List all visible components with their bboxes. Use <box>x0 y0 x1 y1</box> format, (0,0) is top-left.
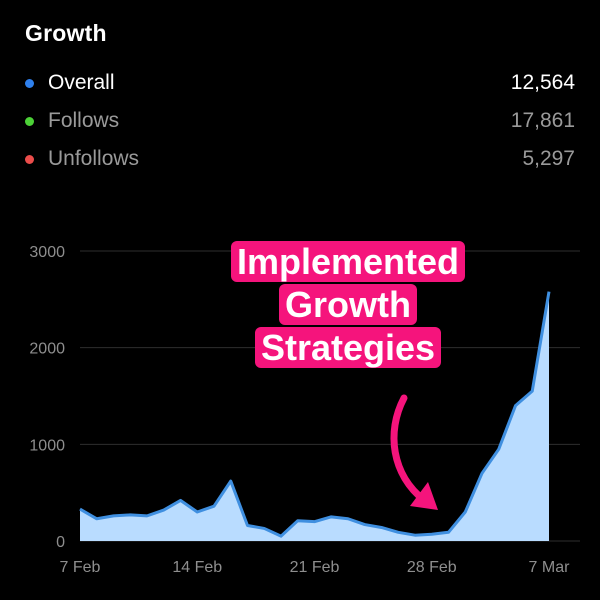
data-point[interactable] <box>378 523 386 531</box>
data-point[interactable] <box>93 515 101 523</box>
data-point[interactable] <box>160 506 168 514</box>
annotation-callout: Implemented Growth Strategies <box>230 240 466 369</box>
x-tick-label: 21 Feb <box>290 559 340 576</box>
x-tick-label: 14 Feb <box>172 559 222 576</box>
data-point[interactable] <box>512 402 520 410</box>
data-point[interactable] <box>545 288 553 296</box>
data-point[interactable] <box>495 445 503 453</box>
data-point[interactable] <box>277 532 285 540</box>
page-title: Growth <box>25 20 107 46</box>
x-tick-label: 7 Feb <box>60 559 101 576</box>
data-point[interactable] <box>327 513 335 521</box>
annotation-line-1: Implemented <box>230 241 466 282</box>
unfollows-dot-icon <box>25 154 34 164</box>
series-line <box>79 291 551 538</box>
legend-value-follows: 17,861 <box>510 109 575 132</box>
data-point[interactable] <box>411 531 419 539</box>
data-point[interactable] <box>294 517 302 525</box>
data-point[interactable] <box>528 387 536 395</box>
overall-dot-icon <box>25 78 34 88</box>
x-tick-label: 7 Mar <box>529 559 571 576</box>
data-point[interactable] <box>210 502 218 510</box>
data-point[interactable] <box>193 508 201 516</box>
x-tick-label: 28 Feb <box>407 559 457 576</box>
data-point[interactable] <box>260 524 268 532</box>
data-point[interactable] <box>428 530 436 538</box>
annotation-line-3: Strategies <box>254 327 442 368</box>
data-point[interactable] <box>361 521 369 529</box>
data-point[interactable] <box>311 518 319 526</box>
follows-dot-icon <box>25 116 34 126</box>
data-point[interactable] <box>445 528 453 536</box>
y-tick-label: 0 <box>56 534 65 551</box>
legend-label-overall: Overall <box>48 71 115 94</box>
data-point[interactable] <box>177 496 185 504</box>
data-point[interactable] <box>110 512 118 520</box>
data-point[interactable] <box>478 469 486 477</box>
data-point[interactable] <box>227 477 235 485</box>
legend-value-overall: 12,564 <box>510 71 575 94</box>
data-point[interactable] <box>126 511 134 519</box>
legend-value-unfollows: 5,297 <box>522 147 575 170</box>
y-tick-label: 3000 <box>29 244 65 261</box>
legend-label-unfollows: Unfollows <box>48 147 140 170</box>
data-point[interactable] <box>394 528 402 536</box>
annotation-line-2: Growth <box>279 284 417 325</box>
data-point[interactable] <box>344 515 352 523</box>
y-tick-label: 2000 <box>29 341 65 358</box>
legend-row-follows[interactable]: Follows 17,861 <box>25 107 575 135</box>
legend-row-overall[interactable]: Overall 12,564 <box>25 69 575 97</box>
data-point[interactable] <box>461 508 469 516</box>
data-point[interactable] <box>244 522 252 530</box>
data-point[interactable] <box>143 512 151 520</box>
data-point[interactable] <box>76 505 84 513</box>
y-tick-label: 1000 <box>29 437 65 454</box>
legend-row-unfollows[interactable]: Unfollows 5,297 <box>25 145 575 173</box>
legend-label-follows: Follows <box>48 109 120 132</box>
